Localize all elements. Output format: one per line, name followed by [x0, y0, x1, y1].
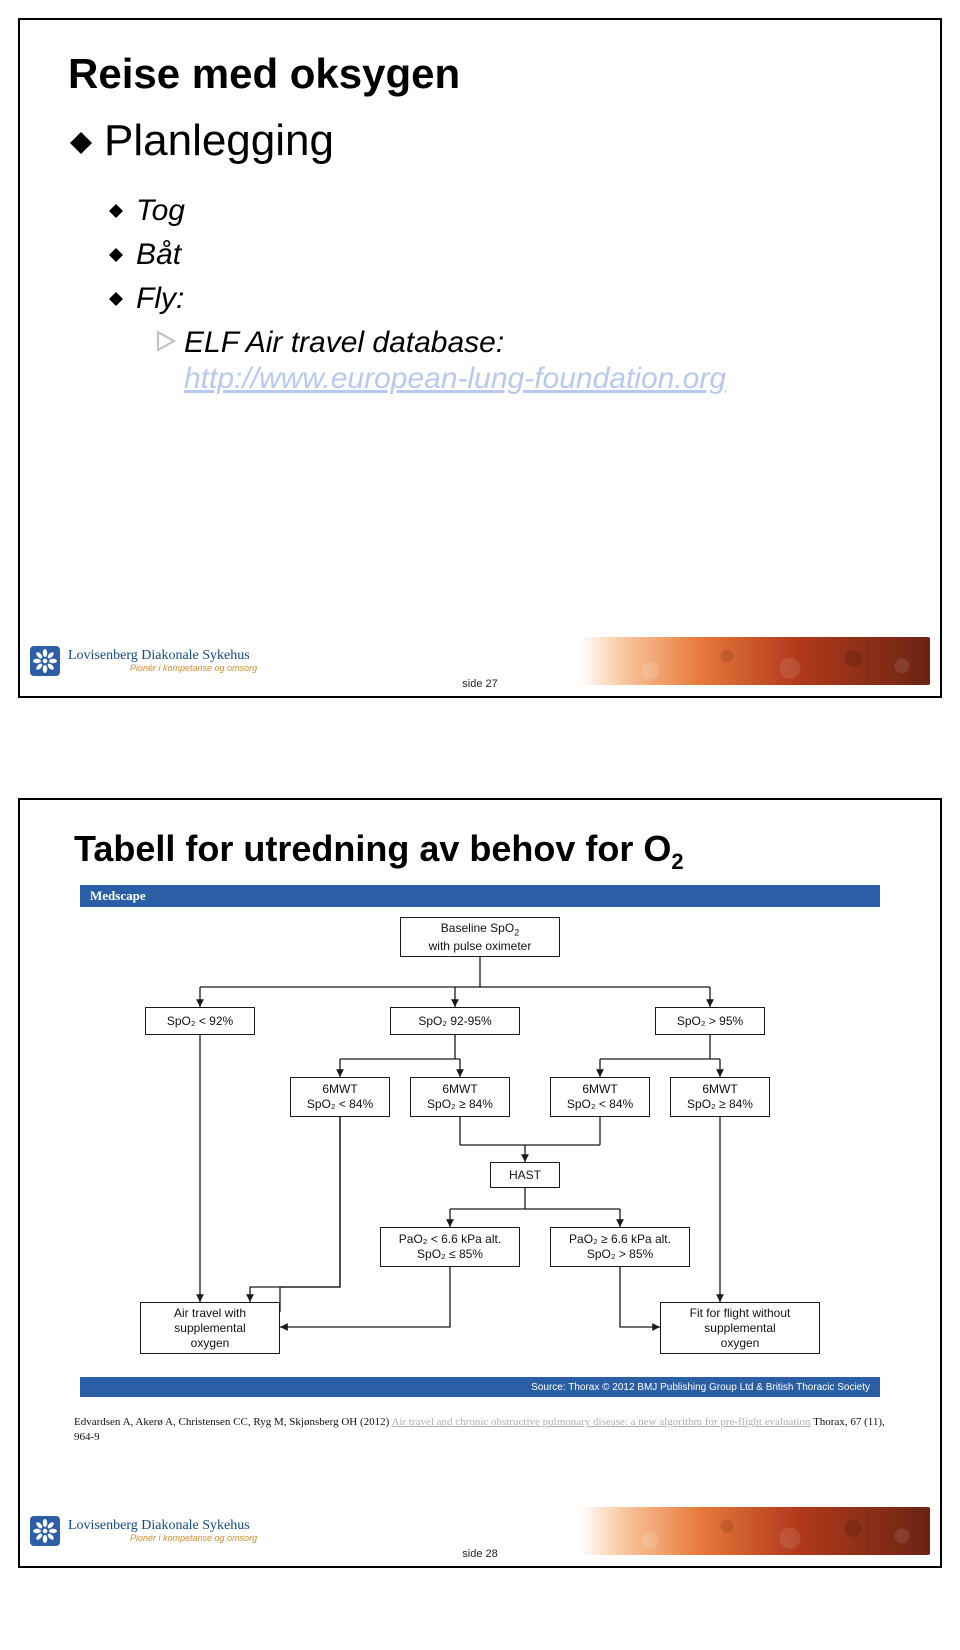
- bluebar-bottom: Source: Thorax © 2012 BMJ Publishing Gro…: [80, 1377, 880, 1397]
- slide-27-body: Reise med oksygen Planlegging Tog Båt Fl…: [20, 20, 940, 632]
- flowchart-box-sp92: SpO₂ < 92%: [145, 1007, 255, 1035]
- flowchart-box-sp95: SpO₂ > 95%: [655, 1007, 765, 1035]
- slide-28-title-text: Tabell for utredning av behov for O: [74, 828, 671, 869]
- citation-link[interactable]: Air travel and chronic obstructive pulmo…: [391, 1416, 810, 1428]
- bullet-elf-text: ELF Air travel database:: [184, 326, 504, 360]
- flowchart-box-m3: 6MWTSpO₂ < 84%: [550, 1077, 650, 1117]
- footer-left: Lovisenberg Diakonale Sykehus Pionér i k…: [30, 646, 257, 676]
- slide-28-body: Tabell for utredning av behov for O2 Med…: [20, 800, 940, 1502]
- flowchart-box-m1: 6MWTSpO₂ < 84%: [290, 1077, 390, 1117]
- hospital-line2: Pionér i kompetanse og omsorg: [130, 1534, 257, 1544]
- bullet-planlegging-text: Planlegging: [104, 116, 334, 166]
- flowchart-box-m4: 6MWTSpO₂ ≥ 84%: [670, 1077, 770, 1117]
- small-diamond-icon: [108, 247, 124, 263]
- page-number-28: side 28: [462, 1548, 497, 1560]
- bluebar-top: Medscape: [80, 885, 880, 907]
- flowchart-box-airR: Fit for flight withoutsupplementaloxygen: [660, 1302, 820, 1354]
- bullet-bat: Båt: [108, 238, 892, 272]
- hospital-line2: Pionér i kompetanse og omsorg: [130, 664, 257, 674]
- flowchart-wrap: Medscape Baseline SpO2with pulse oximete…: [80, 885, 880, 1397]
- bullet-tog: Tog: [108, 194, 892, 228]
- flowchart-box-pa2: PaO₂ ≥ 6.6 kPa alt.SpO₂ > 85%: [550, 1227, 690, 1267]
- flowchart-box-sp9295: SpO₂ 92-95%: [390, 1007, 520, 1035]
- bullet-fly: Fly:: [108, 282, 892, 316]
- flowchart-box-airL: Air travel withsupplementaloxygen: [140, 1302, 280, 1354]
- small-diamond-icon: [108, 203, 124, 219]
- flowchart-canvas: Baseline SpO2with pulse oximeter SpO₂ < 9…: [80, 907, 880, 1377]
- bullet-bat-text: Båt: [136, 238, 181, 272]
- bullet-tog-text: Tog: [136, 194, 185, 228]
- elf-url-link[interactable]: http://www.european-lung-foundation.org: [184, 362, 892, 396]
- slide-28-title: Tabell for utredning av behov for O2: [74, 828, 910, 875]
- hospital-line1: Lovisenberg Diakonale Sykehus: [68, 1518, 257, 1533]
- slide-28-title-sub: 2: [671, 849, 683, 874]
- citation-pre: Edvardsen A, Akerø A, Christensen CC, Ry…: [74, 1416, 391, 1428]
- slide-27-title: Reise med oksygen: [68, 50, 892, 98]
- footer-art: [580, 1507, 930, 1555]
- citation: Edvardsen A, Akerø A, Christensen CC, Ry…: [74, 1415, 886, 1445]
- flowchart-box-pa1: PaO₂ < 6.6 kPa alt.SpO₂ ≤ 85%: [380, 1227, 520, 1267]
- slide-28-footer: Lovisenberg Diakonale Sykehus Pionér i k…: [20, 1502, 940, 1566]
- bullet-fly-text: Fly:: [136, 282, 184, 316]
- slide-28: Tabell for utredning av behov for O2 Med…: [18, 798, 942, 1568]
- footer-art: [580, 637, 930, 685]
- chevron-right-icon: [156, 330, 176, 352]
- hospital-name: Lovisenberg Diakonale Sykehus Pionér i k…: [68, 1518, 257, 1543]
- bullet-planlegging: Planlegging: [68, 116, 892, 166]
- hospital-line1: Lovisenberg Diakonale Sykehus: [68, 648, 257, 663]
- slide-27: Reise med oksygen Planlegging Tog Båt Fl…: [18, 18, 942, 698]
- diamond-icon: [68, 130, 94, 156]
- slide-27-footer: Lovisenberg Diakonale Sykehus Pionér i k…: [20, 632, 940, 696]
- small-diamond-icon: [108, 291, 124, 307]
- flowchart-box-hast: HAST: [490, 1162, 560, 1188]
- footer-left: Lovisenberg Diakonale Sykehus Pionér i k…: [30, 1516, 257, 1546]
- flowchart-box-m2: 6MWTSpO₂ ≥ 84%: [410, 1077, 510, 1117]
- hospital-emblem-icon: [30, 1516, 60, 1546]
- hospital-name: Lovisenberg Diakonale Sykehus Pionér i k…: [68, 648, 257, 673]
- bullet-elf: ELF Air travel database:: [156, 326, 892, 360]
- page-number-27: side 27: [462, 678, 497, 690]
- hospital-emblem-icon: [30, 646, 60, 676]
- flowchart-box-baseline: Baseline SpO2with pulse oximeter: [400, 917, 560, 957]
